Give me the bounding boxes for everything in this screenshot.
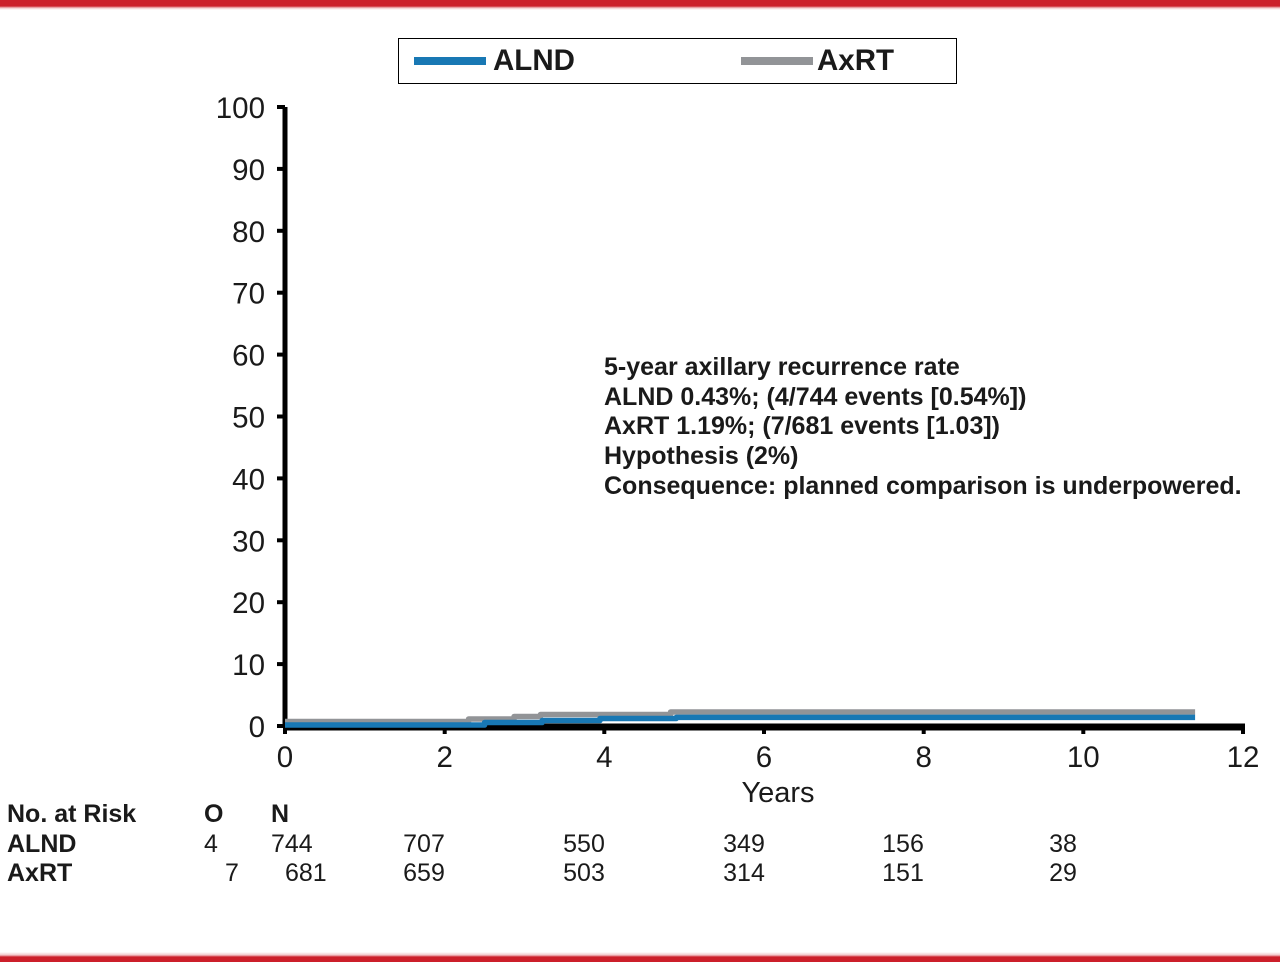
svg-text:550: 550 [563,830,605,858]
svg-text:151: 151 [882,859,924,887]
svg-text:N: N [271,800,289,828]
svg-text:4: 4 [204,830,218,858]
svg-text:AxRT: AxRT [7,859,72,887]
svg-text:744: 744 [271,830,313,858]
svg-text:659: 659 [403,859,445,887]
svg-text:681: 681 [285,859,327,887]
svg-text:314: 314 [723,859,765,887]
svg-text:156: 156 [882,830,924,858]
svg-text:No. at Risk: No. at Risk [7,800,136,828]
svg-text:ALND: ALND [7,830,76,858]
svg-text:O: O [204,800,223,828]
svg-text:503: 503 [563,859,605,887]
svg-text:29: 29 [1049,859,1077,887]
svg-text:38: 38 [1049,830,1077,858]
svg-text:7: 7 [225,859,239,887]
svg-text:349: 349 [723,830,765,858]
svg-text:707: 707 [403,830,445,858]
